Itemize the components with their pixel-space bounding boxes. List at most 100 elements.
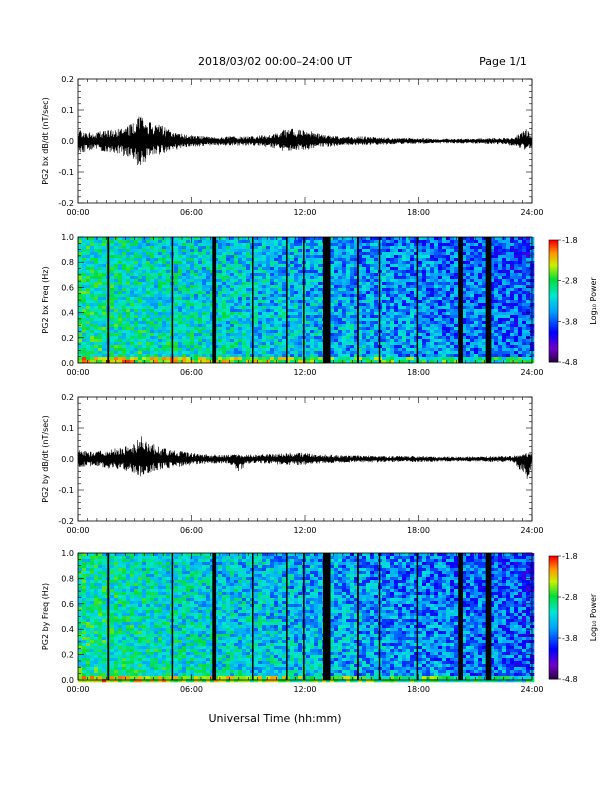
spectrogram-cell <box>478 285 483 289</box>
spectrogram-cell <box>274 249 279 253</box>
spectrogram-cell <box>122 348 127 352</box>
spectrogram-cell <box>426 354 431 358</box>
spectrogram-cell <box>218 252 223 256</box>
spectrogram-cell <box>78 318 83 322</box>
spectrogram-cell <box>498 354 503 358</box>
spectrogram-cell <box>382 291 387 295</box>
spectrogram-cell <box>186 285 191 289</box>
spectrogram-cell <box>318 309 323 313</box>
spectrogram-cell <box>138 252 143 256</box>
spectrogram-cell <box>430 354 435 358</box>
spectrogram-cell <box>446 330 451 334</box>
spectrogram-cell <box>214 246 219 250</box>
spectrogram-cell <box>334 276 339 280</box>
spectrogram-cell <box>310 330 315 334</box>
spectrogram-cell <box>226 354 231 358</box>
spectrogram-cell <box>334 243 339 247</box>
spectrogram-cell <box>222 267 227 271</box>
spectrogram-cell <box>294 360 299 364</box>
spectrogram-cell <box>210 249 215 253</box>
spectrogram-cell <box>254 243 259 247</box>
spectrogram-cell <box>162 297 167 301</box>
spectrogram-cell <box>206 237 211 241</box>
spectrogram-cell <box>126 327 131 331</box>
spectrogram-cell <box>382 285 387 289</box>
spectrogram-cell <box>330 267 335 271</box>
spectrogram-cell <box>422 357 427 361</box>
spectrogram-cell <box>98 237 103 241</box>
spectrogram-cell <box>82 237 87 241</box>
spectrogram-cell <box>266 315 271 319</box>
spectrogram-cell <box>346 333 351 337</box>
spectrogram-cell <box>466 345 471 349</box>
spectrogram-cell <box>390 330 395 334</box>
spectrogram-cell <box>422 345 427 349</box>
spectrogram-cell <box>410 345 415 349</box>
spectrogram-cell <box>110 237 115 241</box>
spectrogram-cell <box>214 279 219 283</box>
spectrogram-cell <box>242 306 247 310</box>
spectrogram-cell <box>478 243 483 247</box>
spectrogram-cell <box>158 258 163 262</box>
spectrogram-cell <box>238 333 243 337</box>
spectrogram-cell <box>110 285 115 289</box>
spectrogram-cell <box>226 240 231 244</box>
spectrogram-cell <box>206 276 211 280</box>
spectrogram-cell <box>382 237 387 241</box>
spectrogram-cell <box>526 318 531 322</box>
spectrogram-cell <box>182 309 187 313</box>
spectrogram-cell <box>418 291 423 295</box>
spectrogram-cell <box>222 282 227 286</box>
spectrogram-cell <box>446 348 451 352</box>
spectrogram-cell <box>414 237 419 241</box>
spectrogram-cell <box>490 276 495 280</box>
spectrogram-cell <box>146 240 151 244</box>
spectrogram-cell <box>494 315 499 319</box>
spectrogram-cell <box>258 321 263 325</box>
spectrogram-cell <box>438 351 443 355</box>
spectrogram-cell <box>98 255 103 259</box>
spectrogram-cell <box>502 327 507 331</box>
spectrogram-cell <box>394 264 399 268</box>
spectrogram-cell <box>430 345 435 349</box>
spectrogram-cell <box>382 330 387 334</box>
spectrogram-cell <box>186 240 191 244</box>
spectrogram-cell <box>210 354 215 358</box>
spectrogram-cell <box>238 294 243 298</box>
spectrogram-cell <box>450 246 455 250</box>
spectrogram-cell <box>190 306 195 310</box>
spectrogram-cell <box>278 345 283 349</box>
spectrogram-cell <box>150 330 155 334</box>
spectrogram-cell <box>422 264 427 268</box>
spectrogram-cell <box>398 264 403 268</box>
spectrogram-cell <box>414 342 419 346</box>
spectrogram-cell <box>86 294 91 298</box>
spectrogram-cell <box>226 357 231 361</box>
spectrogram-cell <box>126 249 131 253</box>
spectrogram-cell <box>342 345 347 349</box>
spectrogram-cell <box>274 243 279 247</box>
spectrogram-cell <box>310 342 315 346</box>
spectrogram-cell <box>498 330 503 334</box>
spectrogram-cell <box>142 321 147 325</box>
spectrogram-cell <box>110 315 115 319</box>
spectrogram-cell <box>146 270 151 274</box>
spectrogram-cell <box>246 303 251 307</box>
spectrogram-cell <box>78 354 83 358</box>
spectrogram-cell <box>242 345 247 349</box>
spectrogram-cell <box>194 282 199 286</box>
spectrogram-cell <box>494 270 499 274</box>
spectrogram-cell <box>386 237 391 241</box>
spectrogram-cell <box>410 336 415 340</box>
spectrogram-cell <box>310 309 315 313</box>
spectrogram-cell <box>462 270 467 274</box>
spectrogram-cell <box>122 303 127 307</box>
spectrogram-cell <box>422 348 427 352</box>
spectrogram-cell <box>262 348 267 352</box>
spectrogram-cell <box>370 240 375 244</box>
spectrogram-cell <box>230 321 235 325</box>
spectrogram-cell <box>138 249 143 253</box>
spectrogram-cell <box>146 237 151 241</box>
spectrogram-cell <box>254 261 259 265</box>
spectrogram-cell <box>374 291 379 295</box>
